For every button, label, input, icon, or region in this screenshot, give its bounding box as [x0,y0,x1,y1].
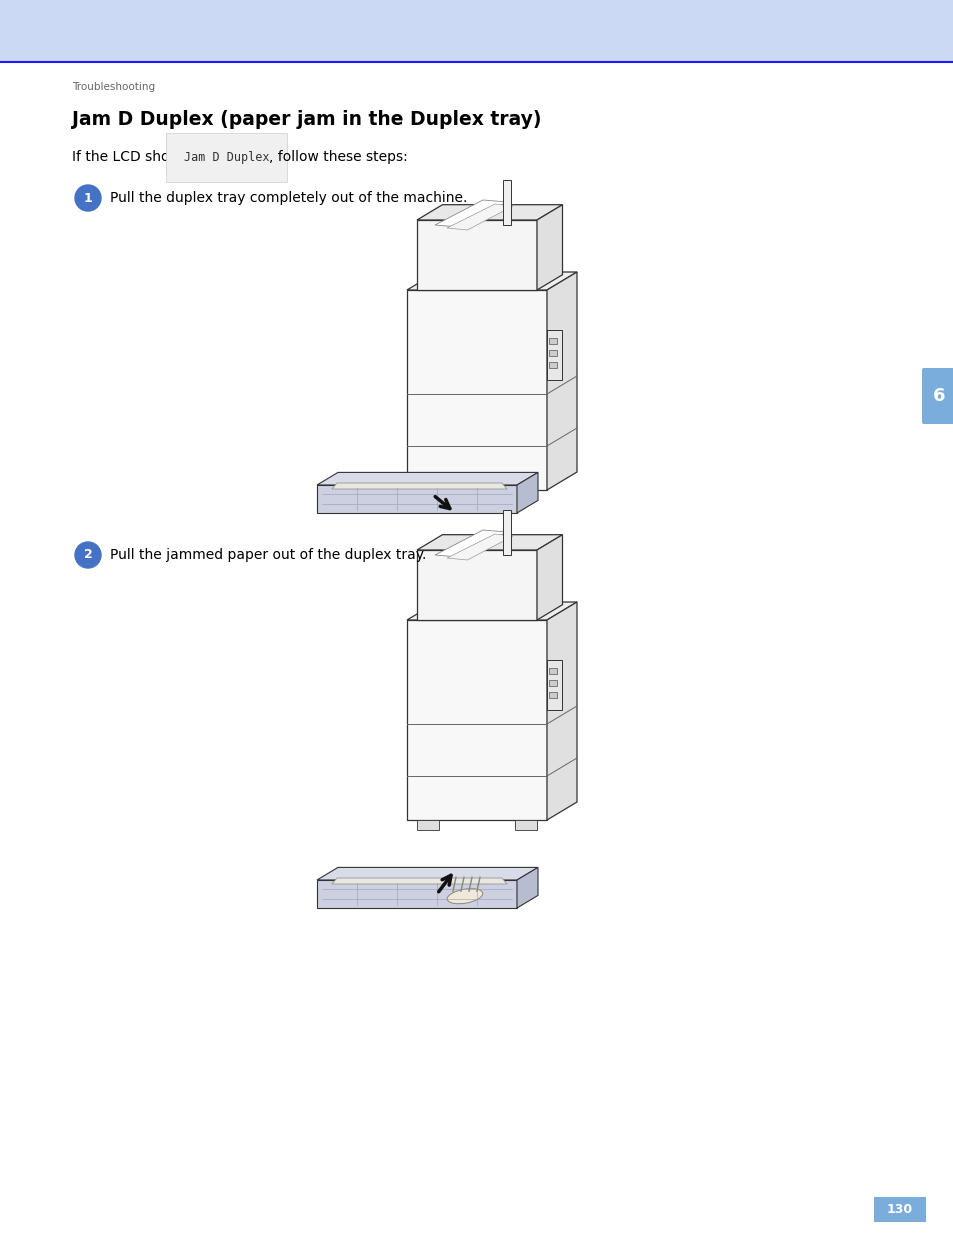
Polygon shape [517,473,537,513]
Polygon shape [316,485,517,513]
Polygon shape [316,881,517,908]
Polygon shape [316,867,537,881]
Bar [503,180,511,225]
Polygon shape [537,535,562,620]
Polygon shape [407,620,546,820]
Polygon shape [416,550,537,620]
Ellipse shape [447,889,482,904]
Bar [416,820,438,830]
Polygon shape [546,272,577,490]
Bar [548,350,557,356]
Polygon shape [416,205,562,220]
Polygon shape [435,200,506,227]
Polygon shape [416,220,537,290]
Polygon shape [407,601,577,620]
Polygon shape [517,867,537,908]
Text: 2: 2 [84,548,92,562]
Bar [416,490,438,500]
Polygon shape [447,534,513,559]
Bar [515,820,537,830]
Text: 1: 1 [84,191,92,205]
Bar [515,490,537,500]
Text: Pull the duplex tray completely out of the machine.: Pull the duplex tray completely out of t… [110,191,467,205]
Polygon shape [546,659,562,710]
Text: Troubleshooting: Troubleshooting [71,82,155,91]
Text: Pull the jammed paper out of the duplex tray.: Pull the jammed paper out of the duplex … [110,548,426,562]
Bar [503,510,511,555]
Polygon shape [407,272,577,290]
Bar [548,692,557,698]
Polygon shape [407,290,546,490]
Polygon shape [332,483,506,489]
Bar [548,338,557,345]
Circle shape [75,185,101,211]
Bar [0,0,953,62]
Polygon shape [316,473,537,485]
Circle shape [75,542,101,568]
Polygon shape [332,878,506,884]
Text: 130: 130 [886,1203,912,1216]
Bar [548,668,557,674]
Polygon shape [546,330,562,380]
Polygon shape [416,535,562,550]
Text: 6: 6 [932,387,944,405]
FancyBboxPatch shape [873,1197,925,1221]
Text: , follow these steps:: , follow these steps: [269,149,407,164]
Bar [548,680,557,685]
Text: If the LCD shows: If the LCD shows [71,149,193,164]
Polygon shape [435,530,506,557]
Polygon shape [537,205,562,290]
Bar [548,362,557,368]
Text: Jam D Duplex: Jam D Duplex [184,151,269,164]
Polygon shape [546,601,577,820]
Text: Jam D Duplex (paper jam in the Duplex tray): Jam D Duplex (paper jam in the Duplex tr… [71,110,541,128]
Polygon shape [447,204,513,230]
FancyBboxPatch shape [921,368,953,424]
